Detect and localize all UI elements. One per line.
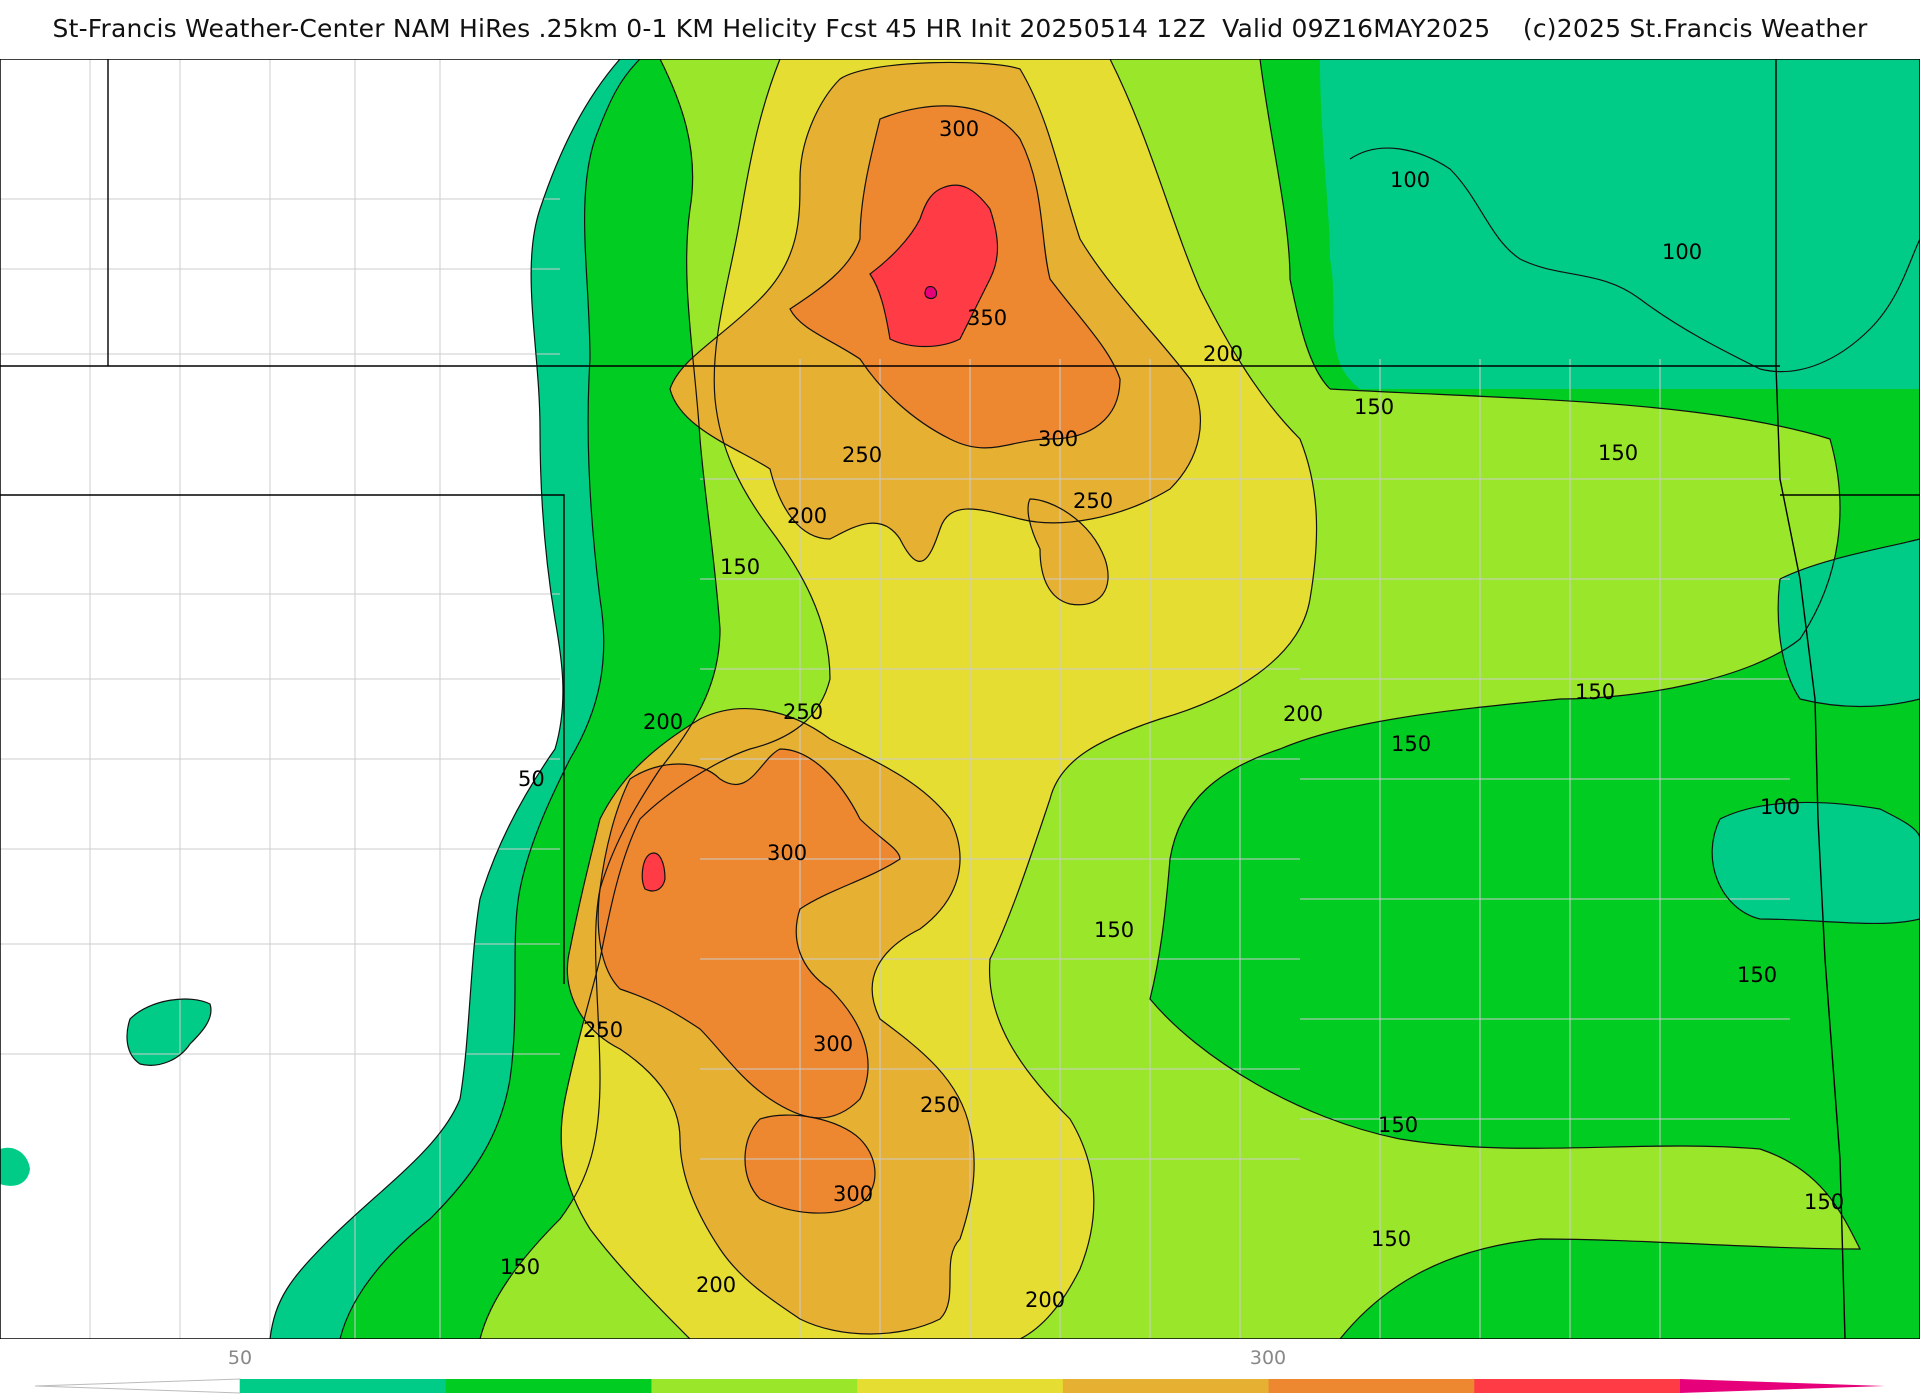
contour-label: 250	[783, 700, 823, 724]
contour-label: 150	[1598, 441, 1638, 465]
contour-label: 150	[1575, 680, 1615, 704]
colorbar-bin	[445, 1379, 652, 1393]
colorbar-under-arrow	[34, 1378, 241, 1394]
contour-label: 150	[1804, 1190, 1844, 1214]
contour-label: 300	[767, 841, 807, 865]
contour-label: 150	[1378, 1113, 1418, 1137]
colorbar-bins	[240, 1379, 1681, 1393]
contour-label: 250	[842, 443, 882, 467]
band-50-blob-west-2	[0, 1147, 30, 1186]
contour-label: 250	[920, 1093, 960, 1117]
band-50-blob-west	[127, 999, 211, 1066]
colorbar-tick-label: 300	[1250, 1347, 1286, 1369]
colorbar: 50 300	[34, 1347, 1885, 1394]
map-title: St-Francis Weather-Center NAM HiRes .25k…	[0, 14, 1920, 43]
band-50-east-3	[1712, 802, 1920, 924]
contour-label: 150	[1391, 732, 1431, 756]
contour-label-group: 300 350 300 250 250 200 200 150 100 100 …	[500, 117, 1844, 1312]
colorbar-over-arrow	[1680, 1379, 1885, 1393]
band-250-north-lobe	[1028, 499, 1109, 605]
copyright-text: (c)2025 St.Francis Weather	[1522, 14, 1868, 43]
band-300-south-lobe	[745, 1115, 875, 1214]
colorbar-bin	[1474, 1379, 1681, 1393]
colorbar-bin	[651, 1379, 858, 1393]
colorbar-tick-label: 50	[228, 1347, 252, 1369]
band-300-south	[598, 749, 900, 1118]
contour-label: 250	[583, 1018, 623, 1042]
contour-label: 200	[787, 504, 827, 528]
contour-label: 300	[1038, 427, 1078, 451]
contour-label: 300	[833, 1182, 873, 1206]
band-350-north	[870, 185, 998, 347]
colorbar-bin	[240, 1379, 447, 1393]
contour-label: 150	[500, 1255, 540, 1279]
contour-label: 350	[967, 306, 1007, 330]
contour-label: 200	[1203, 342, 1243, 366]
band-350-south	[642, 853, 665, 891]
contour-label: 200	[1025, 1288, 1065, 1312]
contour-label: 300	[813, 1032, 853, 1056]
contour-label: 100	[1760, 795, 1800, 819]
contour-label: 300	[939, 117, 979, 141]
contour-label: 50	[518, 767, 545, 791]
contour-label: 150	[1737, 963, 1777, 987]
band-50-east-2	[1778, 539, 1920, 707]
contour-label: 150	[1371, 1227, 1411, 1251]
contour-label: 100	[1390, 168, 1430, 192]
contour-label: 150	[1094, 918, 1134, 942]
helicity-map: 300 350 300 250 250 200 200 150 100 100 …	[0, 59, 1920, 1339]
contour-label: 100	[1662, 240, 1702, 264]
contour-label: 150	[720, 555, 760, 579]
band-400-dot	[925, 286, 937, 299]
colorbar-bin	[1268, 1379, 1475, 1393]
contour-label: 200	[1283, 702, 1323, 726]
colorbar-bin	[857, 1379, 1064, 1393]
contour-label: 200	[643, 710, 683, 734]
state-boundaries	[0, 59, 1920, 1339]
contour-lines	[126, 59, 1920, 1339]
title-text: St-Francis Weather-Center NAM HiRes .25k…	[52, 14, 1491, 43]
colorbar-bin	[1062, 1379, 1270, 1393]
contour-label: 250	[1073, 489, 1113, 513]
contour-label: 200	[696, 1273, 736, 1297]
band-50-east-1	[1320, 59, 1920, 372]
county-lines	[0, 59, 1790, 1339]
contour-label: 150	[1354, 395, 1394, 419]
